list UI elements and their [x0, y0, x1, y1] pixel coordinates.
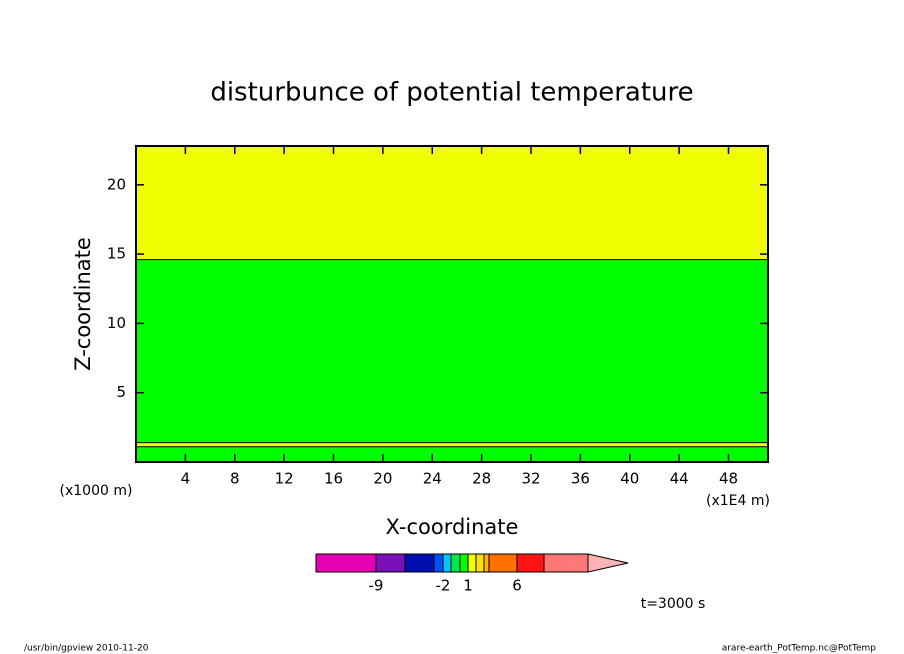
colorbar-segment — [483, 553, 490, 573]
footer-right: arare-earth_PotTemp.nc@PotTemp — [722, 644, 877, 654]
y-unit: (x1000 m) — [60, 483, 133, 499]
colorbar-segment — [450, 553, 461, 573]
chart-title: disturbunce of potential temperature — [210, 78, 693, 108]
colorbar-segment — [375, 553, 406, 573]
x-tick-label: 24 — [423, 470, 442, 488]
contour-band — [136, 442, 768, 447]
x-tick-label: 44 — [670, 470, 689, 488]
colorbar-segment — [516, 553, 545, 573]
x-tick-label: 32 — [521, 470, 540, 488]
x-tick-label: 8 — [230, 470, 240, 488]
colorbar-segment — [475, 553, 485, 573]
colorbar-label: 6 — [512, 577, 522, 595]
contour-band — [136, 259, 768, 443]
x-tick-label: 36 — [571, 470, 590, 488]
x-tick-label: 12 — [275, 470, 294, 488]
x-tick-label: 16 — [324, 470, 343, 488]
colorbar-label: -2 — [436, 577, 451, 595]
annotation: t=3000 s — [641, 596, 706, 612]
colorbar-segment — [433, 553, 444, 573]
contour-band — [136, 146, 768, 260]
contour-band — [136, 446, 768, 462]
x-unit: (x1E4 m) — [706, 493, 770, 509]
x-tick-label: 48 — [719, 470, 738, 488]
colorbar-segment — [459, 553, 469, 573]
colorbar-segment — [404, 553, 435, 573]
x-tick-label: 28 — [472, 470, 491, 488]
footer-left: /usr/bin/gpview 2010-11-20 — [24, 644, 149, 654]
colorbar-segment — [543, 553, 589, 573]
y-tick-label: 5 — [116, 383, 126, 401]
colorbar-segment — [488, 553, 518, 573]
x-axis-label: X-coordinate — [386, 515, 519, 539]
y-tick-label: 15 — [107, 245, 126, 263]
colorbar-segment — [442, 553, 452, 573]
colorbar-extension — [587, 553, 629, 573]
colorbar-label: 1 — [463, 577, 473, 595]
x-tick-label: 20 — [373, 470, 392, 488]
colorbar-segment — [467, 553, 477, 573]
x-tick-label: 4 — [181, 470, 191, 488]
x-tick-label: 40 — [620, 470, 639, 488]
plot-frame — [135, 145, 769, 463]
colorbar-segment — [315, 553, 377, 573]
y-tick-label: 20 — [107, 175, 126, 193]
y-tick-label: 10 — [107, 314, 126, 332]
colorbar-label: -9 — [369, 577, 384, 595]
y-axis-label: Z-coordinate — [71, 237, 95, 371]
